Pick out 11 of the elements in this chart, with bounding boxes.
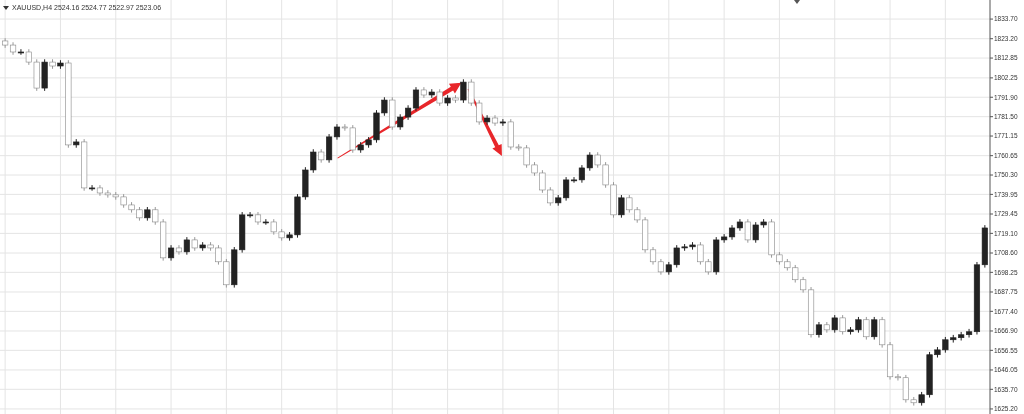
candlestick [618, 194, 625, 219]
candlestick [871, 316, 878, 341]
candlestick [839, 314, 846, 336]
candlestick [460, 78, 467, 104]
candlestick [863, 316, 870, 341]
candlestick [744, 218, 751, 244]
candlestick [17, 48, 24, 56]
candlestick [326, 133, 333, 164]
candlestick [262, 218, 269, 226]
candlestick [499, 118, 506, 127]
candlestick [88, 184, 96, 192]
